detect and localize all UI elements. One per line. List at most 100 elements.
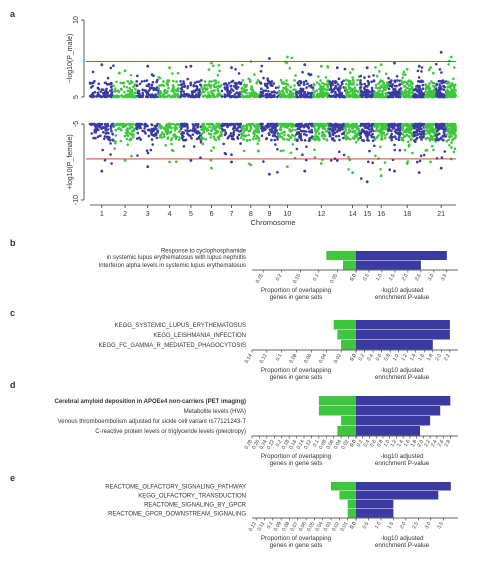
- snp-point: [275, 91, 278, 95]
- snp-point: [323, 126, 326, 130]
- snp-point: [177, 83, 180, 87]
- snp-point: [150, 83, 153, 87]
- snp-point: [245, 128, 248, 132]
- snp-point: [347, 168, 350, 171]
- x-tick-label: 9: [267, 211, 271, 218]
- snp-point: [232, 129, 236, 133]
- snp-point: [344, 86, 348, 89]
- snp-point: [264, 89, 268, 92]
- snp-point: [345, 94, 349, 97]
- x-tick-label: 12: [317, 211, 325, 218]
- x-tick-label: 15: [363, 211, 371, 218]
- x-axis-label-right: -log10 adjusted enrichment P-value: [375, 453, 430, 467]
- snp-peak-top: [100, 63, 104, 67]
- snp-point: [128, 87, 131, 90]
- snp-point: [378, 94, 381, 98]
- snp-point: [371, 132, 374, 136]
- snp-point: [126, 80, 129, 83]
- snp-point: [276, 137, 279, 141]
- snp-point: [367, 122, 371, 126]
- x-tick-label-left: 0.01: [339, 521, 349, 533]
- category-label: KEGG_SYSTEMIC_LUPUS_ERYTHEMATOSUS: [115, 323, 246, 329]
- snp-point: [120, 94, 123, 97]
- snp-point: [125, 137, 129, 141]
- snp-point: [235, 128, 238, 132]
- snp-point: [120, 128, 123, 132]
- snp-point: [236, 136, 239, 139]
- x-tick-label-right: 1.5: [388, 273, 397, 282]
- snp-point: [234, 68, 237, 71]
- snp-point: [379, 79, 383, 83]
- snp-point: [94, 125, 97, 129]
- snp-point: [428, 122, 432, 126]
- snp-point: [396, 125, 400, 128]
- snp-point: [233, 81, 237, 85]
- snp-point: [91, 81, 94, 85]
- snp-point: [411, 91, 415, 95]
- snp-point: [209, 136, 213, 139]
- snp-point: [379, 127, 382, 130]
- snp-point: [279, 123, 282, 126]
- snp-peak-bottom: [168, 160, 172, 164]
- snp-point: [411, 151, 414, 155]
- x-tick-label-left: 0.25: [255, 273, 265, 285]
- snp-point: [349, 87, 353, 91]
- snp-point: [318, 138, 321, 141]
- pvalue-bar: [356, 426, 420, 436]
- snp-point: [395, 91, 399, 94]
- snp-point: [338, 138, 341, 142]
- snp-point: [378, 131, 382, 134]
- snp-point: [367, 75, 371, 78]
- snp-point: [219, 133, 222, 136]
- snp-point: [365, 95, 369, 99]
- snp-point: [114, 89, 118, 93]
- snp-point: [197, 95, 201, 99]
- snp-point: [122, 122, 125, 126]
- snp-point: [410, 81, 414, 84]
- snp-point: [440, 156, 444, 159]
- snp-point: [317, 132, 321, 135]
- snp-point: [150, 138, 154, 141]
- pvalue-bar: [356, 509, 394, 518]
- snp-point: [421, 130, 425, 133]
- snp-point: [201, 142, 205, 146]
- chromosome-22-points: [445, 55, 458, 161]
- snp-point: [203, 90, 206, 94]
- category-label: KEGG_FC_GAMMA_R_MEDIATED_PHAGOCYTOSIS: [99, 343, 246, 349]
- snp-point: [223, 128, 226, 132]
- snp-point: [372, 122, 375, 126]
- snp-point: [196, 130, 200, 133]
- x-tick-label-left: 0.14: [244, 353, 254, 365]
- panel-label-e: e: [10, 473, 15, 483]
- snp-point: [166, 90, 169, 93]
- snp-point: [159, 90, 162, 93]
- snp-point: [366, 126, 369, 130]
- category-label: KEGG_LEISHMANIA_INFECTION: [153, 333, 246, 339]
- snp-point: [146, 151, 150, 155]
- snp-point: [435, 83, 439, 87]
- snp-point: [240, 86, 244, 90]
- x-tick-label-left: 0.0: [349, 439, 358, 448]
- x-axis-label-left: Proportion of overlapping genes in gene s…: [261, 453, 332, 467]
- x-tick-label-left: 0.06: [325, 439, 335, 451]
- snp-point: [182, 94, 185, 97]
- snp-point: [367, 133, 371, 136]
- x-axis-label-line: genes in gene sets: [270, 542, 323, 549]
- proportion-bar: [343, 260, 356, 270]
- snp-point: [372, 136, 376, 139]
- x-tick-label-right: 2.0: [399, 521, 408, 530]
- snp-point: [324, 130, 328, 133]
- snp-point: [260, 87, 263, 90]
- snp-point: [435, 123, 439, 126]
- snp-point: [109, 95, 113, 98]
- snp-point: [114, 128, 117, 132]
- snp-point: [270, 80, 274, 83]
- snp-point: [237, 81, 241, 84]
- snp-point: [410, 88, 413, 91]
- snp-point: [106, 76, 110, 80]
- snp-point: [419, 122, 423, 126]
- x-tick-label-right: 0.0: [349, 439, 358, 448]
- snp-point: [244, 89, 247, 92]
- snp-point: [370, 80, 373, 84]
- snp-point: [109, 66, 113, 70]
